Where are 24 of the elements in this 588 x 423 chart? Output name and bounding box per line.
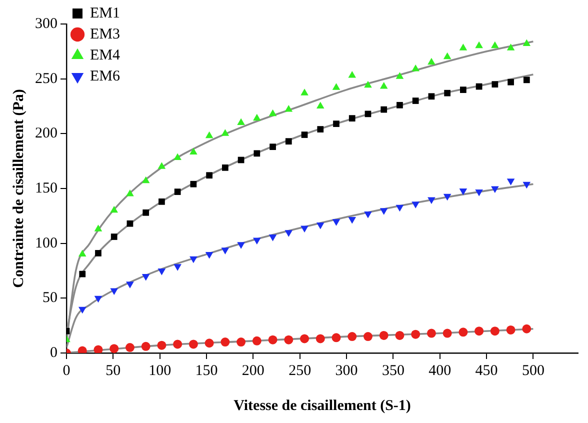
x-tick-label: 250: [288, 362, 312, 379]
x-tick-label: 500: [522, 362, 544, 379]
legend-label: EM4: [90, 47, 120, 64]
y-tick-label: 200: [35, 126, 58, 142]
x-tick-label: 150: [195, 362, 218, 379]
x-tick-label: 200: [242, 362, 264, 379]
x-tick-label: 400: [428, 362, 452, 379]
x-tick-label: 0: [62, 362, 70, 379]
y-tick-label: 300: [35, 16, 58, 32]
y-tick-label: 50: [42, 290, 58, 306]
x-tick-label: 450: [475, 362, 498, 379]
x-axis-title: Vitesse de cisaillement (S-1): [234, 398, 411, 414]
y-tick-label: 250: [35, 70, 58, 87]
x-tick-label: 50: [106, 362, 121, 379]
x-tick-label: 350: [382, 362, 404, 379]
legend-label: EM6: [90, 68, 120, 84]
x-tick-label: 300: [335, 362, 358, 379]
y-tick-label: 0: [50, 344, 58, 361]
legend-label: EM1: [90, 5, 120, 22]
x-tick-label: 100: [148, 362, 172, 379]
legend-label: EM3: [90, 26, 120, 42]
y-axis-title: Contrainte de cisaillement (Pa): [10, 89, 27, 288]
y-tick-label: 100: [35, 235, 58, 252]
y-tick-label: 150: [35, 180, 58, 196]
